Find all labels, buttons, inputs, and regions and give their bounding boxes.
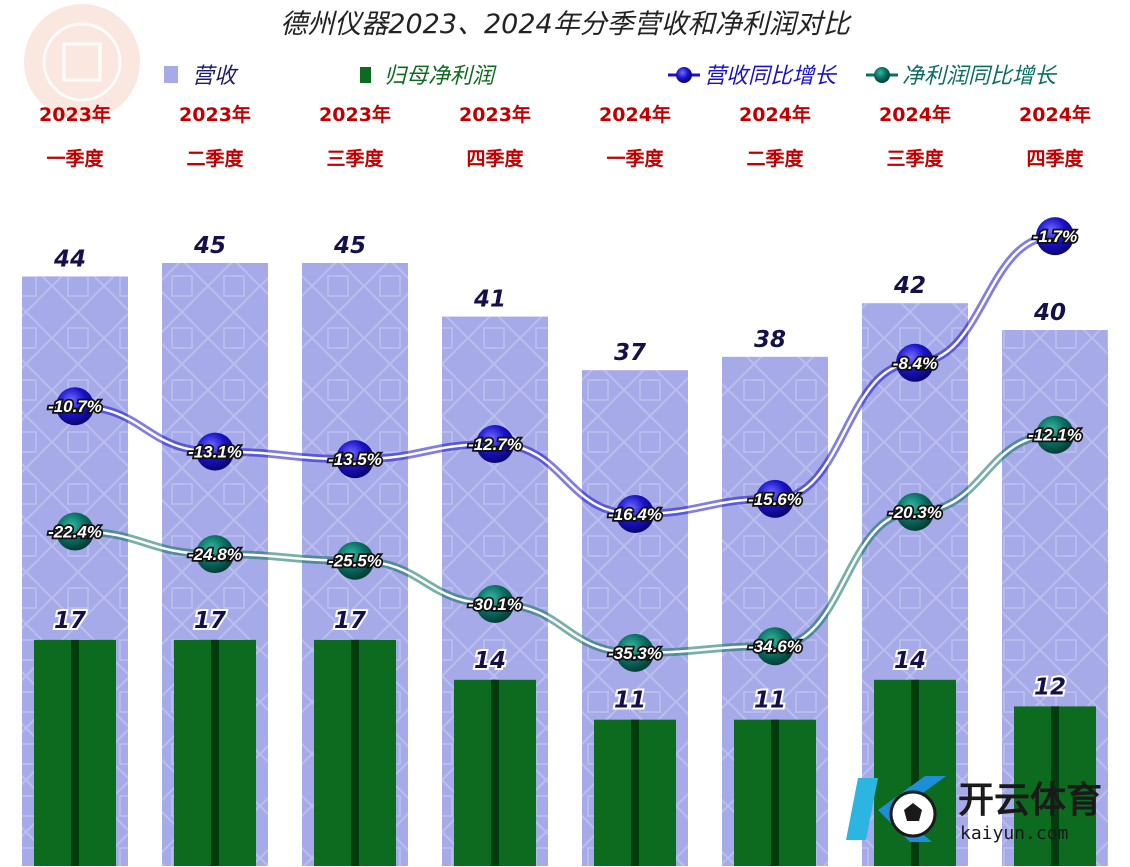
profit-yoy-point-label: -25.5% bbox=[328, 552, 382, 571]
profit-yoy-point-label: -34.6% bbox=[748, 637, 802, 656]
category-year-label: 2024年 bbox=[1019, 103, 1091, 126]
net-profit-bar-stripe bbox=[211, 639, 219, 866]
revenue-yoy-point bbox=[756, 479, 794, 518]
category-year-label: 2024年 bbox=[739, 103, 811, 126]
revenue-value-label: 38 bbox=[754, 327, 786, 353]
legend-label-profit-yoy: 净利润同比增长 bbox=[902, 64, 1058, 89]
category-year-label: 2024年 bbox=[599, 103, 671, 126]
category-year-label: 2024年 bbox=[879, 103, 951, 126]
profit-yoy-point bbox=[196, 535, 234, 574]
net-profit-bar-stripe bbox=[71, 639, 79, 866]
net-profit-bar-stripe bbox=[1051, 706, 1059, 866]
revenue-yoy-point bbox=[196, 432, 234, 471]
revenue-yoy-point bbox=[476, 425, 514, 464]
lines bbox=[56, 217, 1074, 672]
profit-yoy-point bbox=[336, 541, 374, 580]
category-quarter-label: 三季度 bbox=[326, 147, 384, 170]
legend-marker-profit-yoy bbox=[874, 67, 890, 83]
revenue-value-label: 45 bbox=[193, 233, 226, 259]
category-year-label: 2023年 bbox=[39, 103, 111, 126]
category-year-label: 2023年 bbox=[179, 103, 251, 126]
profit-yoy-point bbox=[476, 584, 514, 623]
revenue-value-label: 42 bbox=[893, 273, 926, 299]
category-year-label: 2023年 bbox=[319, 103, 391, 126]
legend-label-revenue-yoy: 营收同比增长 bbox=[704, 64, 838, 89]
watermark-brand-cn: 开云体育 bbox=[958, 780, 1102, 821]
revenue-yoy-point-label: -13.5% bbox=[328, 450, 382, 469]
watermark-brand-en: kaiyun.com bbox=[960, 823, 1068, 844]
profit-yoy-point-label: -20.3% bbox=[888, 503, 942, 522]
revenue-yoy-point bbox=[896, 343, 934, 382]
chart-title: 德州仪器2023、2024年分季营收和净利润对比 bbox=[280, 9, 852, 40]
legend-label-net-profit: 归母净利润 bbox=[384, 64, 497, 89]
revenue-value-label: 45 bbox=[333, 233, 366, 259]
revenue-value-label: 37 bbox=[614, 340, 646, 366]
net-profit-bar-stripe bbox=[911, 679, 919, 866]
revenue-value-label: 41 bbox=[473, 287, 506, 313]
legend-label-revenue: 营收 bbox=[192, 64, 239, 89]
profit-yoy-point bbox=[896, 492, 934, 531]
watermark-logo: 开云体育 kaiyun.com bbox=[846, 776, 1102, 844]
net-profit-value-label: 14 bbox=[474, 648, 506, 674]
category-quarter-label: 四季度 bbox=[466, 147, 524, 170]
profit-yoy-point bbox=[756, 627, 794, 666]
net-profit-bar-stripe bbox=[771, 719, 779, 866]
net-profit-value-label: 14 bbox=[894, 648, 926, 674]
profit-yoy-point-label: -24.8% bbox=[188, 545, 242, 564]
category-quarter-label: 二季度 bbox=[186, 147, 244, 170]
net-profit-bar-stripe bbox=[351, 639, 359, 866]
category-quarter-label: 一季度 bbox=[46, 147, 104, 170]
net-profit-value-label: 17 bbox=[334, 608, 366, 634]
net-profit-value-label: 17 bbox=[54, 608, 86, 634]
watermark-seal bbox=[24, 4, 140, 120]
revenue-yoy-point-label: -15.6% bbox=[748, 490, 802, 509]
net-profit-value-label: 12 bbox=[1034, 674, 1066, 700]
profit-yoy-point bbox=[1036, 415, 1074, 454]
revenue-yoy-point-label: -13.1% bbox=[188, 443, 242, 462]
revenue-yoy-point-label: -1.7% bbox=[1033, 227, 1077, 246]
profit-yoy-point bbox=[56, 512, 94, 551]
legend-marker-revenue-yoy bbox=[676, 67, 692, 83]
net-profit-value-label: 17 bbox=[194, 608, 226, 634]
net-profit-bar-stripe bbox=[491, 679, 499, 866]
category-quarter-label: 三季度 bbox=[886, 147, 944, 170]
revenue-value-label: 40 bbox=[1033, 300, 1066, 326]
profit-yoy-point bbox=[616, 633, 654, 672]
profit-yoy-point-label: -30.1% bbox=[468, 595, 522, 614]
legend-swatch-revenue bbox=[164, 66, 178, 83]
revenue-yoy-point-label: -10.7% bbox=[48, 397, 102, 416]
revenue-yoy-point bbox=[616, 494, 654, 533]
revenue-yoy-point-label: -16.4% bbox=[608, 505, 662, 524]
category-quarter-label: 二季度 bbox=[746, 147, 804, 170]
data-labels: 44 45 45 41 37 38 42 40 17 17 17 14 11 11 14 12 -10.7% -1… bbox=[46, 225, 1083, 715]
legend-swatch-net-profit bbox=[360, 67, 371, 83]
category-quarter-label: 一季度 bbox=[606, 147, 664, 170]
revenue-yoy-point-label: -8.4% bbox=[893, 354, 937, 373]
profit-yoy-point-label: -12.1% bbox=[1028, 426, 1082, 445]
net-profit-bar-stripe bbox=[631, 719, 639, 866]
legend: 营收 归母净利润 营收同比增长 净利润同比增长 bbox=[164, 64, 1058, 89]
net-profit-value-label: 11 bbox=[614, 688, 646, 714]
revenue-yoy-point bbox=[336, 440, 374, 479]
profit-yoy-point-label: -22.4% bbox=[48, 523, 102, 542]
profit-yoy-point-label: -35.3% bbox=[608, 644, 662, 663]
category-quarter-label: 四季度 bbox=[1026, 147, 1084, 170]
revenue-value-label: 44 bbox=[53, 246, 86, 272]
category-year-label: 2023年 bbox=[459, 103, 531, 126]
revenue-yoy-point bbox=[1036, 217, 1074, 256]
revenue-yoy-point bbox=[56, 387, 94, 426]
revenue-yoy-point-label: -12.7% bbox=[468, 435, 522, 454]
net-profit-value-label: 11 bbox=[754, 688, 786, 714]
